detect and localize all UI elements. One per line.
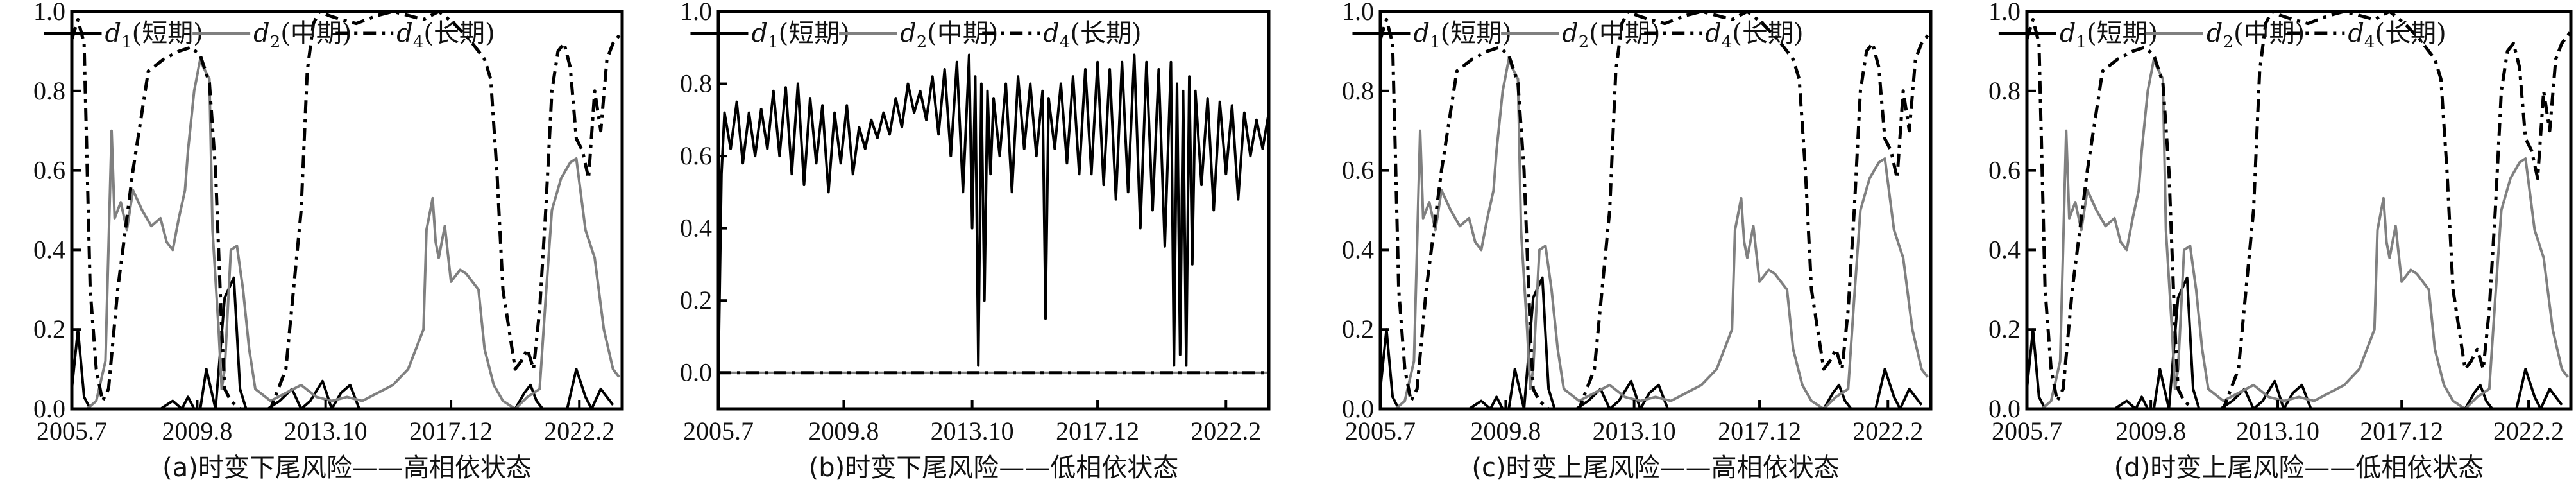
x-tick-label: 2013.10: [931, 417, 1014, 445]
y-tick-label: 0.4: [33, 235, 65, 264]
x-tick-label: 2022.2: [2493, 417, 2564, 445]
y-tick-label: 1.0: [1342, 0, 1374, 26]
legend: d1(短期) d2(中期) d4(长期): [44, 19, 495, 52]
series-line-2: [2027, 58, 2569, 409]
x-tick-label: 2022.2: [1852, 417, 1923, 445]
y-tick-label: 0.8: [1342, 76, 1374, 105]
y-tick-label: 0.0: [1342, 394, 1374, 423]
y-tick-label: 0.0: [680, 358, 712, 387]
legend-label-2: d2(中期): [900, 19, 998, 52]
y-tick-label: 1.0: [1988, 0, 2021, 26]
plot-area: [1380, 12, 1931, 409]
plot-frame: [70, 10, 624, 411]
chart-panel-d: 0.0 0.2 0.4 0.6 0.8 1.0 2005.7 2009.8 2013.10 201…: [1988, 0, 2573, 483]
y-tick-label: 1.0: [33, 0, 65, 26]
panel-caption: (c)时变上尾风险——高相依状态: [1471, 453, 1839, 483]
y-tick-label: 0.8: [1988, 76, 2021, 105]
y-tick-label: 0.4: [680, 214, 712, 243]
chart-panel-a: 0.0 0.2 0.4 0.6 0.8 1.0 2005.7 2009.8 2013.10 201…: [33, 0, 624, 483]
y-tick-label: 0.2: [33, 314, 65, 343]
legend-label-3: d4(长期): [1705, 19, 1803, 52]
y-tick-label: 0.4: [1342, 235, 1374, 264]
x-tick-label: 2005.7: [1345, 417, 1416, 445]
series-line-1: [1380, 276, 1923, 409]
x-tick-label: 2005.7: [1992, 417, 2062, 445]
x-tick-label: 2009.8: [1470, 417, 1541, 445]
panel-caption: (d)时变上尾风险——低相依状态: [2114, 453, 2484, 483]
y-tick-label: 0.0: [33, 394, 65, 423]
plot-frame: [1378, 10, 1933, 411]
x-tick-label: 2013.10: [284, 417, 368, 445]
series-line-3: [1380, 12, 1931, 409]
legend: d1(短期) d2(中期) d4(长期): [1998, 19, 2446, 52]
y-tick-label: 1.0: [680, 0, 712, 26]
y-tick-label: 0.8: [680, 69, 712, 98]
x-tick-label: 2009.8: [162, 417, 232, 445]
y-tick-label: 0.2: [1342, 314, 1374, 343]
legend-label-2: d2(中期): [2207, 19, 2305, 52]
legend: d1(短期) d2(中期) d4(长期): [1352, 19, 1804, 52]
legend-label-3: d4(长期): [1043, 19, 1141, 52]
series-line-1: [2027, 276, 2563, 409]
plot-area: [2027, 12, 2571, 409]
y-tick-label: 0.4: [1988, 235, 2021, 264]
chart-panel-c: 0.0 0.2 0.4 0.6 0.8 1.0 2005.7 2009.8 2013.10 201…: [1342, 0, 1933, 483]
chart-panel-b: 0.0 0.2 0.4 0.6 0.8 1.0 2005.7 2009.8 2013.10 201…: [680, 0, 1271, 483]
series-line-1: [718, 53, 1269, 373]
plot-area: [72, 12, 622, 409]
y-tick-label: 0.6: [1988, 156, 2021, 185]
series-line-2: [1380, 58, 1929, 409]
plot-area: [718, 53, 1269, 375]
panel-caption: (b)时变下尾风险——低相依状态: [809, 453, 1179, 483]
plot-frame: [716, 10, 1271, 411]
y-tick-label: 0.0: [1988, 394, 2021, 423]
x-tick-label: 2017.12: [409, 417, 493, 445]
x-tick-label: 2013.10: [2236, 417, 2319, 445]
y-tick-label: 0.6: [1342, 156, 1374, 185]
legend-label-1: d1(短期): [1413, 19, 1511, 52]
x-tick-label: 2017.12: [1718, 417, 1801, 445]
plot-frame: [2025, 10, 2573, 411]
legend-label-1: d1(短期): [751, 19, 849, 52]
x-tick-label: 2005.7: [683, 417, 754, 445]
y-tick-label: 0.6: [680, 141, 712, 170]
series-line-1: [72, 276, 614, 409]
x-tick-label: 2009.8: [2115, 417, 2186, 445]
legend-label-3: d4(长期): [2348, 19, 2446, 52]
x-tick-label: 2017.12: [1056, 417, 1139, 445]
x-tick-label: 2017.12: [2360, 417, 2443, 445]
x-tick-label: 2022.2: [544, 417, 614, 445]
x-tick-label: 2013.10: [1593, 417, 1676, 445]
y-tick-label: 0.6: [33, 156, 65, 185]
legend-label-2: d2(中期): [1562, 19, 1660, 52]
legend-label-1: d1(短期): [2060, 19, 2158, 52]
x-tick-label: 2022.2: [1191, 417, 1261, 445]
legend-label-2: d2(中期): [253, 19, 352, 52]
panel-caption: (a)时变下尾风险——高相依状态: [162, 453, 532, 483]
x-tick-label: 2009.8: [808, 417, 879, 445]
y-tick-label: 0.2: [680, 286, 712, 314]
y-tick-label: 0.8: [33, 76, 65, 105]
legend-label-3: d4(长期): [396, 19, 495, 52]
series-line-2: [72, 58, 620, 409]
y-tick-label: 0.2: [1988, 314, 2021, 343]
legend: d1(短期) d2(中期) d4(长期): [690, 19, 1142, 52]
series-line-3: [72, 12, 622, 409]
x-tick-label: 2005.7: [37, 417, 107, 445]
legend-label-1: d1(短期): [105, 19, 203, 52]
series-line-3: [2027, 12, 2571, 409]
